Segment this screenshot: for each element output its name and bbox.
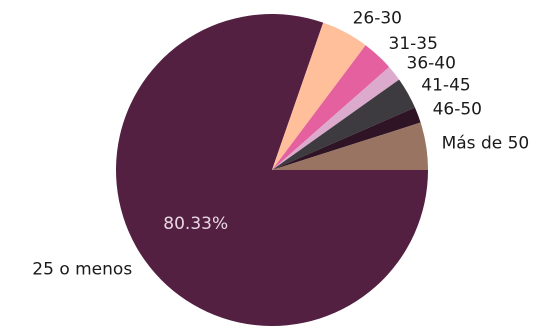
slice-label-41-45: 41-45 [421, 76, 470, 96]
slice-label-46-50: 46-50 [433, 100, 482, 120]
slice-label-mas-de-50: Más de 50 [442, 134, 530, 154]
slice-label-25-o-menos: 25 o menos [32, 260, 132, 280]
slice-label-31-35: 31-35 [389, 34, 438, 54]
slice-label-36-40: 36-40 [407, 54, 456, 74]
pie-slices [116, 14, 428, 326]
slice-label-26-30: 26-30 [353, 9, 402, 29]
percentage-labels: 80.33% [163, 214, 228, 234]
percentage-label-25-o-menos: 80.33% [163, 214, 228, 234]
